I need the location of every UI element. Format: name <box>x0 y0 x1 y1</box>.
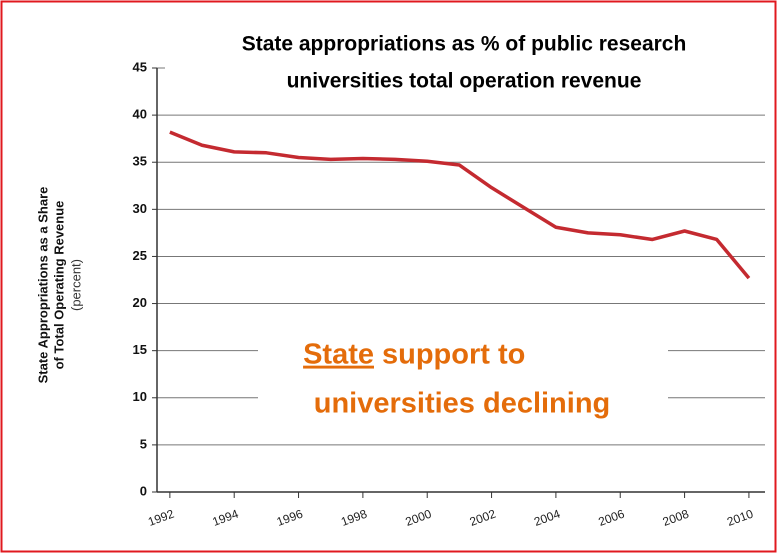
chart-title: State appropriations as % of public rese… <box>242 33 687 56</box>
y-axis-label: of Total Operating Revenue <box>51 201 66 370</box>
y-tick-label: 15 <box>133 342 147 357</box>
annotation: support to <box>382 339 525 371</box>
y-tick-label: 25 <box>133 248 147 263</box>
overlay: State appropriations as % of public rese… <box>35 26 765 440</box>
annotation-bg <box>258 330 668 440</box>
y-tick-label: 45 <box>133 59 147 74</box>
y-tick-label: 5 <box>140 436 147 451</box>
y-tick-label: 20 <box>133 295 147 310</box>
y-tick-label: 40 <box>133 107 147 122</box>
annotation: State <box>303 339 374 371</box>
annotation: universities declining <box>314 388 611 420</box>
y-axis-label: (percent) <box>68 259 83 311</box>
y-axis-label: State Appropriations as a Share <box>35 187 50 384</box>
y-tick-label: 10 <box>133 389 147 404</box>
chart-title: universities total operation revenue <box>287 70 642 93</box>
data-line <box>169 130 751 280</box>
title-bg <box>165 26 765 104</box>
y-tick-label: 30 <box>133 201 147 216</box>
y-tick-label: 0 <box>140 483 147 498</box>
y-tick-label: 35 <box>133 154 147 169</box>
